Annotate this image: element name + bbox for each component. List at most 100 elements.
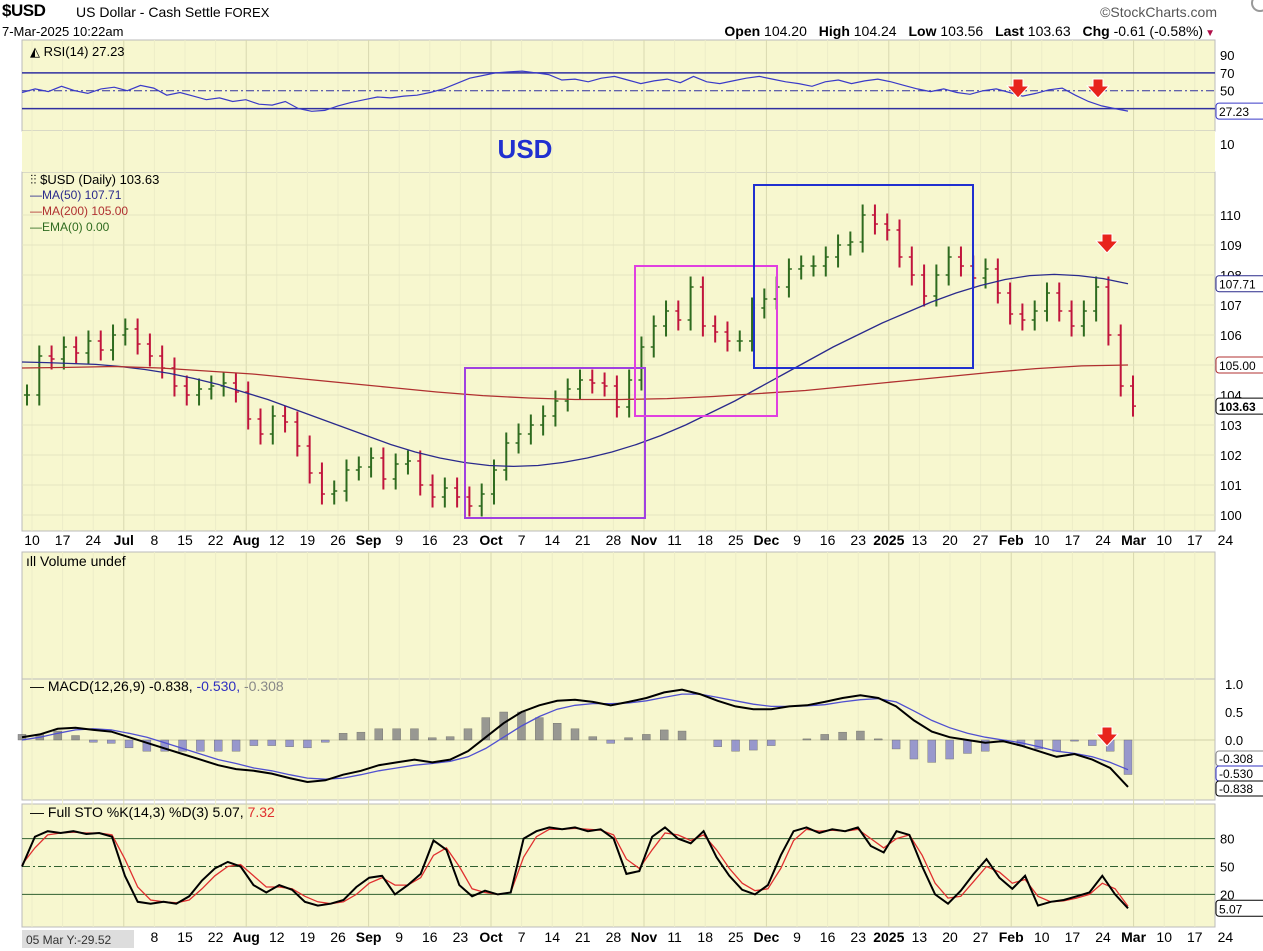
x-tick-label: 23 xyxy=(850,532,866,548)
x-tick-label: Oct xyxy=(479,929,503,945)
macd-histogram-bar xyxy=(392,728,401,741)
rsi-arrow-1 xyxy=(1005,78,1031,99)
x-tick-label: 17 xyxy=(1065,929,1081,945)
x-tick-label: Sep xyxy=(356,532,382,548)
x-tick-label: 17 xyxy=(55,532,71,548)
macd-histogram-bar xyxy=(1070,739,1079,742)
low-value: 103.56 xyxy=(940,23,984,39)
macd-histogram-bar xyxy=(106,739,116,744)
price-value-tag xyxy=(1215,356,1263,374)
x-tick-label: 16 xyxy=(422,532,438,548)
macd-histogram-bar xyxy=(588,736,598,741)
price-y-tick: 110 xyxy=(1220,208,1241,223)
macd-histogram-bar xyxy=(89,739,98,743)
x-tick-label: 24 xyxy=(1218,929,1234,945)
x-tick-label: 17 xyxy=(1187,929,1203,945)
macd-histogram-bar xyxy=(71,735,80,741)
x-tick-label: Dec xyxy=(754,532,780,548)
x-tick-label: Aug xyxy=(233,929,260,945)
x-tick-label: 8 xyxy=(151,532,159,548)
macd-histogram-bar xyxy=(410,728,419,741)
rsi-arrow-2 xyxy=(1085,78,1111,99)
stoch-y-tick: 80 xyxy=(1220,832,1234,847)
macd-histogram-bar xyxy=(1088,739,1097,746)
macd-histogram-bar xyxy=(267,739,276,746)
x-tick-label: 28 xyxy=(606,532,622,548)
x-tick-label: 24 xyxy=(1218,532,1234,548)
price-value-tag xyxy=(1215,275,1263,293)
x-tick-label: 21 xyxy=(575,929,591,945)
macd-histogram-bar xyxy=(874,738,883,741)
ma50-legend: —MA(50) 107.71 xyxy=(30,188,122,202)
brand-label: ©StockCharts.com xyxy=(1100,4,1217,20)
x-tick-label: 2025 xyxy=(873,929,904,945)
rsi-y-tick: 50 xyxy=(1220,84,1234,99)
x-tick-label: 28 xyxy=(606,929,622,945)
x-tick-label: 17 xyxy=(1065,532,1081,548)
price-y-tick: 109 xyxy=(1220,238,1242,253)
stoch-panel-bg xyxy=(21,803,1216,928)
macd-histogram-bar xyxy=(160,739,169,752)
volume-title: ıll Volume undef xyxy=(26,553,126,569)
ma200-legend: —MA(200) 105.00 xyxy=(30,204,128,218)
macd-histogram-bar xyxy=(374,728,383,741)
x-tick-label: 24 xyxy=(1095,929,1111,945)
macd-histogram-bar xyxy=(445,736,455,741)
stoch-value-tag-text: 5.07 xyxy=(1219,902,1243,916)
x-tick-label: Oct xyxy=(479,532,503,548)
x-tick-label: 7 xyxy=(518,929,526,945)
macd-histogram-bar xyxy=(963,739,972,754)
x-tick-label: Jul xyxy=(114,532,134,548)
macd-histogram-bar xyxy=(321,739,330,743)
macd-histogram-bar xyxy=(820,734,829,741)
x-tick-label: 16 xyxy=(820,532,836,548)
macd-histogram-bar xyxy=(142,739,152,752)
macd-histogram-bar xyxy=(927,739,936,763)
macd-histogram-bar xyxy=(303,739,312,749)
macd-value-tag-text: -0.530 xyxy=(1219,767,1253,781)
x-tick-label: 26 xyxy=(330,532,346,548)
macd-line xyxy=(21,688,1129,788)
x-tick-label: 11 xyxy=(667,532,682,548)
x-tick-label: 22 xyxy=(208,532,224,548)
x-tick-label: 24 xyxy=(85,532,101,548)
macd-histogram-bar xyxy=(713,739,722,747)
macd-histogram-bar xyxy=(356,731,366,741)
x-tick-label: 10 xyxy=(1034,929,1050,945)
rsi-y-tick: 10 xyxy=(1220,137,1234,152)
macd-histogram-bar xyxy=(642,734,651,741)
macd-histogram-bar xyxy=(624,737,633,741)
macd-histogram-bar xyxy=(338,733,348,741)
macd-signal-line xyxy=(21,693,1129,780)
macd-histogram-bar xyxy=(838,731,847,741)
x-tick-label: 14 xyxy=(544,929,560,945)
price-y-tick: 107 xyxy=(1220,298,1242,313)
x-tick-label: 14 xyxy=(544,532,560,548)
exchange-label: FOREX xyxy=(224,5,270,20)
bottom-axis-tag xyxy=(22,930,134,948)
x-tick-label: 9 xyxy=(395,929,403,945)
x-tick-label: 18 xyxy=(697,929,713,945)
macd-histogram-bar xyxy=(909,739,919,760)
price-value-tag-text: 103.63 xyxy=(1219,400,1256,414)
rsi-line xyxy=(21,70,1129,112)
x-tick-label: 26 xyxy=(330,929,346,945)
x-tick-label: 21 xyxy=(575,532,591,548)
x-tick-label: 15 xyxy=(177,532,193,548)
x-tick-label: 16 xyxy=(820,929,836,945)
price-panel-bg xyxy=(21,171,1216,532)
x-tick-label: 10 xyxy=(1156,532,1172,548)
macd-histogram-bar xyxy=(606,739,615,744)
x-tick-label: 2025 xyxy=(873,532,904,548)
vol-panel-bg xyxy=(21,551,1216,680)
x-tick-label: 27 xyxy=(973,929,989,945)
high-value: 104.24 xyxy=(853,23,897,39)
annotation-box-3 xyxy=(753,184,974,369)
chevron-down-icon[interactable]: ▼ xyxy=(1205,28,1215,39)
price-value-tag-text: 105.00 xyxy=(1219,359,1256,373)
annotation-box-1 xyxy=(464,367,646,519)
scroll-corner-icon[interactable] xyxy=(1251,0,1263,12)
rsi-value-tag xyxy=(1215,102,1263,120)
price-value-tag-text: 107.71 xyxy=(1219,278,1256,292)
x-tick-label: 7 xyxy=(518,532,526,548)
